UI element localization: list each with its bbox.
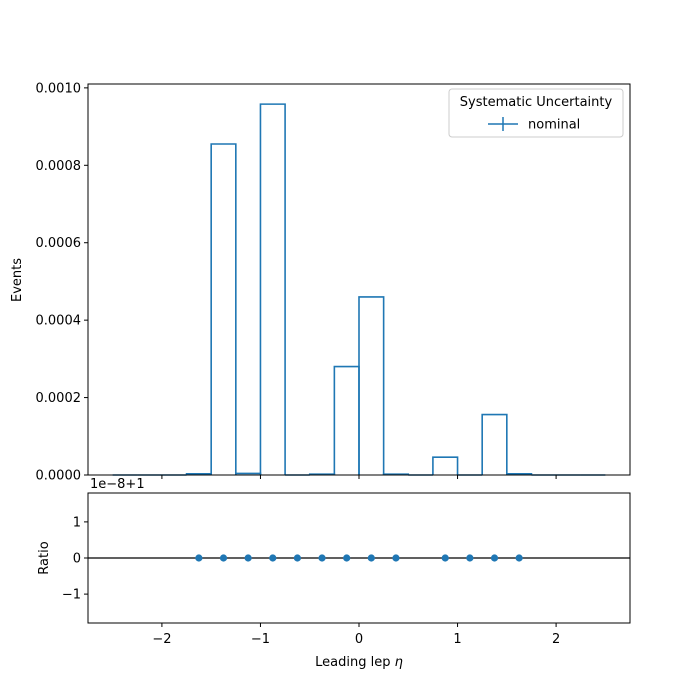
ratio-point-0: [195, 554, 203, 562]
ratio-points: [195, 554, 523, 562]
ratio-point-4: [293, 554, 302, 562]
ratio-point-1: [219, 554, 228, 562]
ratio-point-12: [515, 554, 523, 562]
main-x-ticks: [161, 475, 557, 479]
main-y-ticks: 0.0000 0.0002 0.0004 0.0006 0.0008 0.0010: [36, 81, 88, 484]
legend-entry-nominal: nominal: [528, 118, 580, 133]
ratio-point-10: [466, 554, 474, 562]
legend-marker-nominal: [488, 117, 518, 131]
histogram-bin-6: [259, 103, 286, 475]
ratio-point-2: [244, 554, 252, 562]
x-axis-label: Leading lep η: [315, 655, 403, 670]
ratio-point-8: [392, 554, 400, 562]
x-axis-label-text: Leading lep: [315, 655, 394, 670]
ratio-offset-text: 1e−8+1: [90, 477, 145, 492]
main-y-tick-label-4: 0.0008: [36, 159, 82, 174]
main-y-tick-label-0: 0.0000: [36, 469, 82, 484]
ratio-y-tick-label-0: −1: [62, 588, 81, 603]
main-y-tick-label-1: 0.0002: [36, 391, 82, 406]
histogram-bin-9: [333, 365, 360, 475]
histogram-bin-15: [481, 413, 508, 475]
x-tick-label-3: 1: [453, 632, 461, 647]
x-tick-label-2: 0: [355, 632, 363, 647]
main-histogram: [112, 103, 606, 476]
ratio-x-ticks: −2 −1 0 1 2: [152, 623, 560, 647]
ratio-y-tick-label-2: 1: [73, 515, 81, 530]
ratio-y-tick-label-1: 0: [73, 552, 81, 567]
histogram-bin-4: [210, 143, 237, 475]
legend-title: Systematic Uncertainty: [460, 95, 613, 110]
ratio-panel: −1 0 1 −2 −1 0 1 2 1e−8+1 Ratio Leading lep η: [37, 477, 631, 670]
ratio-y-ticks: −1 0 1: [62, 515, 88, 603]
main-panel: 0.0000 0.0002 0.0004 0.0006 0.0008 0.0010 Eve…: [10, 81, 631, 484]
histogram-bin-13: [432, 456, 459, 475]
ratio-point-5: [318, 554, 326, 562]
x-tick-label-0: −2: [152, 632, 171, 647]
ratio-point-7: [367, 554, 375, 562]
x-tick-label-4: 2: [552, 632, 560, 647]
main-y-tick-label-3: 0.0006: [36, 236, 82, 251]
ratio-point-11: [490, 554, 499, 562]
legend-frame: [448, 88, 624, 138]
x-tick-label-1: −1: [251, 632, 270, 647]
main-y-tick-label-5: 0.0010: [36, 81, 82, 96]
histogram-bin-10: [358, 296, 385, 475]
ratio-point-3: [269, 554, 277, 562]
ratio-y-axis-label: Ratio: [37, 541, 52, 574]
ratio-point-6: [343, 554, 351, 562]
main-y-tick-label-2: 0.0004: [36, 314, 82, 329]
x-axis-label-symbol: η: [395, 655, 403, 670]
main-y-axis-label: Events: [10, 258, 25, 302]
ratio-point-9: [441, 554, 449, 562]
legend: Systematic Uncertainty nominal: [448, 88, 624, 138]
